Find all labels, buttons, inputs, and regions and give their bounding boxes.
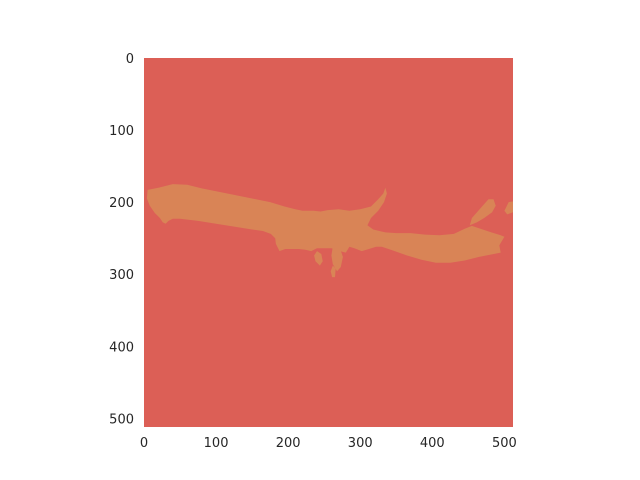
y-tick-label: 100 bbox=[109, 124, 134, 139]
foreground-region-6 bbox=[330, 265, 336, 278]
x-tick-label: 300 bbox=[348, 436, 373, 451]
x-tick-label: 200 bbox=[276, 436, 301, 451]
segmentation-image bbox=[144, 58, 513, 427]
x-tick-label: 500 bbox=[492, 436, 517, 451]
y-tick-label: 400 bbox=[109, 340, 134, 355]
y-tick-label: 500 bbox=[109, 412, 134, 427]
x-axis-ticks: 0 100 200 300 400 500 bbox=[140, 436, 517, 451]
foreground-region-1 bbox=[146, 184, 505, 263]
foreground-region-5 bbox=[314, 251, 323, 266]
x-tick-label: 100 bbox=[204, 436, 229, 451]
foreground-region-4 bbox=[331, 246, 343, 272]
y-axis-ticks: 0 100 200 300 400 500 bbox=[109, 52, 134, 427]
y-tick-label: 200 bbox=[109, 196, 134, 211]
y-tick-label: 0 bbox=[126, 52, 134, 67]
foreground-region-3 bbox=[504, 201, 513, 215]
x-tick-label: 400 bbox=[420, 436, 445, 451]
heatmap-axes: 0 100 200 300 400 500 0 100 200 300 400 500 bbox=[109, 52, 517, 451]
y-tick-label: 300 bbox=[109, 268, 134, 283]
foreground-region-2 bbox=[469, 199, 496, 226]
x-tick-label: 0 bbox=[140, 436, 148, 451]
